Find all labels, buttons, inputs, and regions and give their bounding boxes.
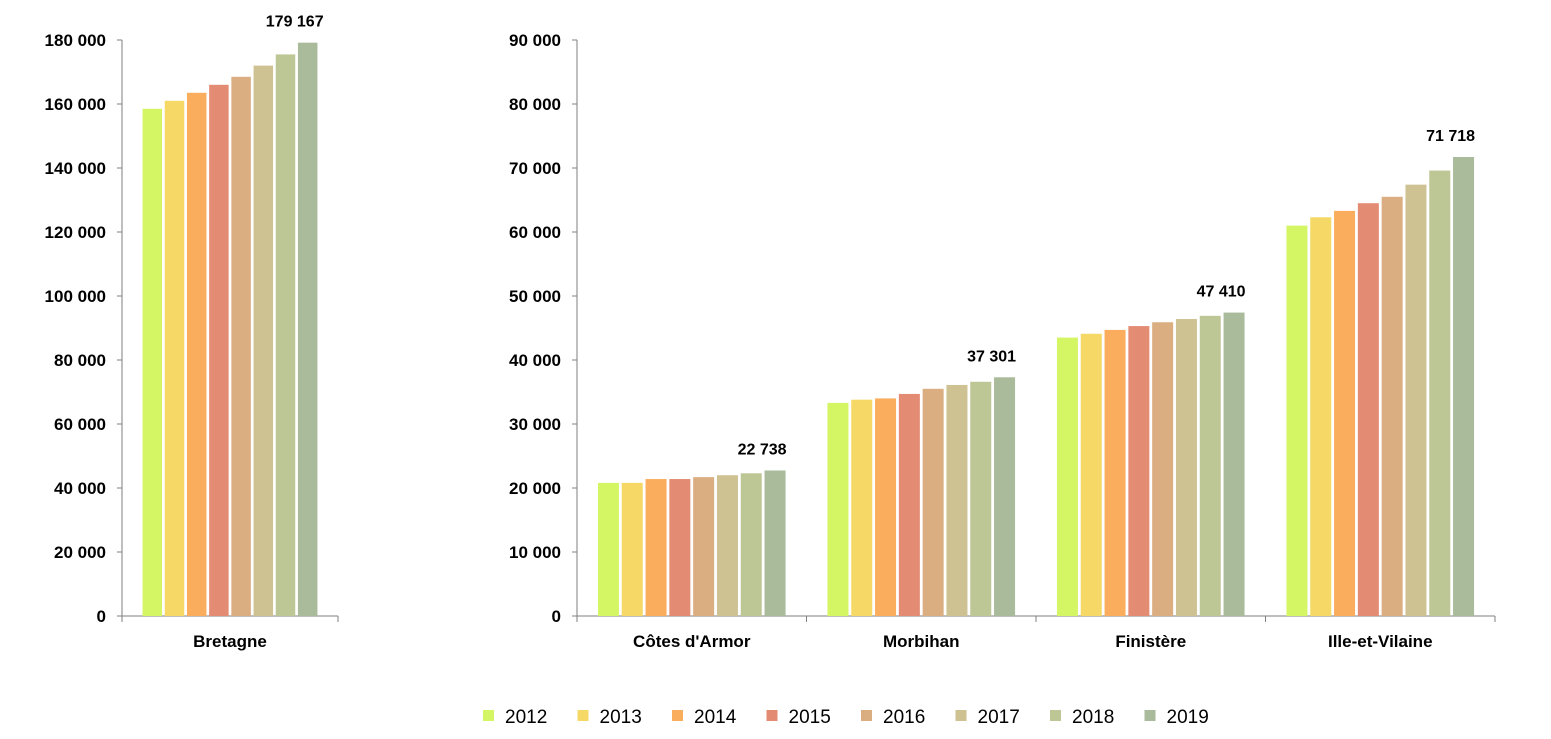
bar-2012: [597, 482, 619, 616]
legend-swatch-2014: [672, 710, 683, 721]
bar-2012: [827, 402, 849, 616]
legend-label: 2019: [1167, 707, 1209, 728]
bar-2012: [142, 108, 163, 617]
bar-2019: [764, 470, 786, 616]
data-label: 71 718: [1426, 128, 1475, 145]
bar-2018: [740, 473, 762, 616]
bar-2019: [994, 377, 1016, 616]
legend-label: 2017: [978, 707, 1020, 728]
y-tick-label: 120 000: [45, 223, 106, 242]
data-label: 37 301: [967, 348, 1016, 365]
bar-2018: [1429, 170, 1451, 616]
bar-2019: [1223, 312, 1245, 616]
legend-swatch-2019: [1144, 710, 1156, 721]
y-tick-label: 180 000: [45, 31, 106, 50]
bar-2017: [253, 65, 274, 617]
bar-2012: [1056, 337, 1078, 616]
y-tick-label: 70 000: [509, 159, 561, 178]
bar-2014: [875, 398, 897, 616]
y-tick-label: 20 000: [509, 479, 561, 498]
bar-2015: [669, 479, 691, 616]
bar-2014: [645, 479, 667, 616]
legend-label: 2018: [1072, 707, 1114, 728]
bar-2016: [231, 76, 251, 617]
legend-label: 2012: [505, 707, 547, 728]
legend-label: 2014: [694, 707, 737, 728]
legend-label: 2016: [883, 707, 925, 728]
bar-2015: [1357, 203, 1379, 616]
y-tick-label: 0: [97, 607, 106, 626]
bar-2017: [716, 475, 738, 616]
bar-2013: [164, 100, 185, 617]
bar-2017: [946, 384, 968, 616]
bar-2015: [1128, 326, 1150, 616]
bar-2018: [275, 54, 296, 616]
y-tick-label: 30 000: [509, 415, 561, 434]
y-tick-label: 10 000: [509, 543, 561, 562]
x-category-label: Morbihan: [883, 632, 960, 651]
legend-swatch-2017: [955, 710, 967, 721]
y-tick-label: 0: [552, 607, 561, 626]
data-label: 22 738: [738, 441, 787, 458]
legend-swatch-2016: [861, 710, 872, 721]
y-tick-label: 50 000: [509, 287, 561, 306]
legend-swatch-2018: [1050, 710, 1061, 721]
y-tick-label: 90 000: [509, 31, 561, 50]
y-tick-label: 40 000: [509, 351, 561, 370]
y-tick-label: 20 000: [54, 543, 106, 562]
bar-2014: [1104, 329, 1126, 616]
bar-2019: [1453, 157, 1475, 616]
bar-2016: [1381, 196, 1403, 617]
legend-swatch-2015: [766, 710, 778, 721]
y-tick-label: 140 000: [45, 159, 106, 178]
y-tick-label: 40 000: [54, 479, 106, 498]
bar-2018: [1199, 315, 1221, 616]
data-label: 179 167: [266, 14, 324, 31]
bar-2017: [1405, 184, 1427, 616]
bar-2012: [1286, 225, 1308, 616]
legend-label: 2013: [600, 707, 642, 728]
bar-2013: [1080, 333, 1102, 616]
bar-2013: [851, 399, 873, 616]
y-tick-label: 160 000: [45, 95, 106, 114]
bar-2014: [186, 92, 207, 617]
x-category-label: Côtes d'Armor: [633, 632, 751, 651]
bar-2013: [1310, 217, 1332, 616]
bar-2017: [1175, 319, 1197, 616]
y-tick-label: 60 000: [509, 223, 561, 242]
bar-2016: [1152, 322, 1174, 616]
x-category-label: Bretagne: [193, 632, 267, 651]
y-tick-label: 80 000: [509, 95, 561, 114]
x-category-label: Ille-et-Vilaine: [1328, 632, 1433, 651]
bar-2016: [693, 477, 715, 616]
bar-2016: [922, 388, 944, 616]
y-tick-label: 60 000: [54, 415, 106, 434]
y-tick-label: 100 000: [45, 287, 106, 306]
bar-2013: [621, 482, 643, 616]
bar-2015: [898, 393, 920, 616]
bar-2019: [297, 42, 318, 617]
y-tick-label: 80 000: [54, 351, 106, 370]
data-label: 47 410: [1197, 284, 1246, 301]
bar-2015: [209, 84, 229, 617]
x-category-label: Finistère: [1115, 632, 1186, 651]
bar-2018: [970, 381, 992, 616]
legend-swatch-2012: [483, 710, 494, 721]
bar-2014: [1334, 210, 1356, 616]
legend-label: 2015: [789, 707, 831, 728]
legend-swatch-2013: [577, 710, 589, 721]
